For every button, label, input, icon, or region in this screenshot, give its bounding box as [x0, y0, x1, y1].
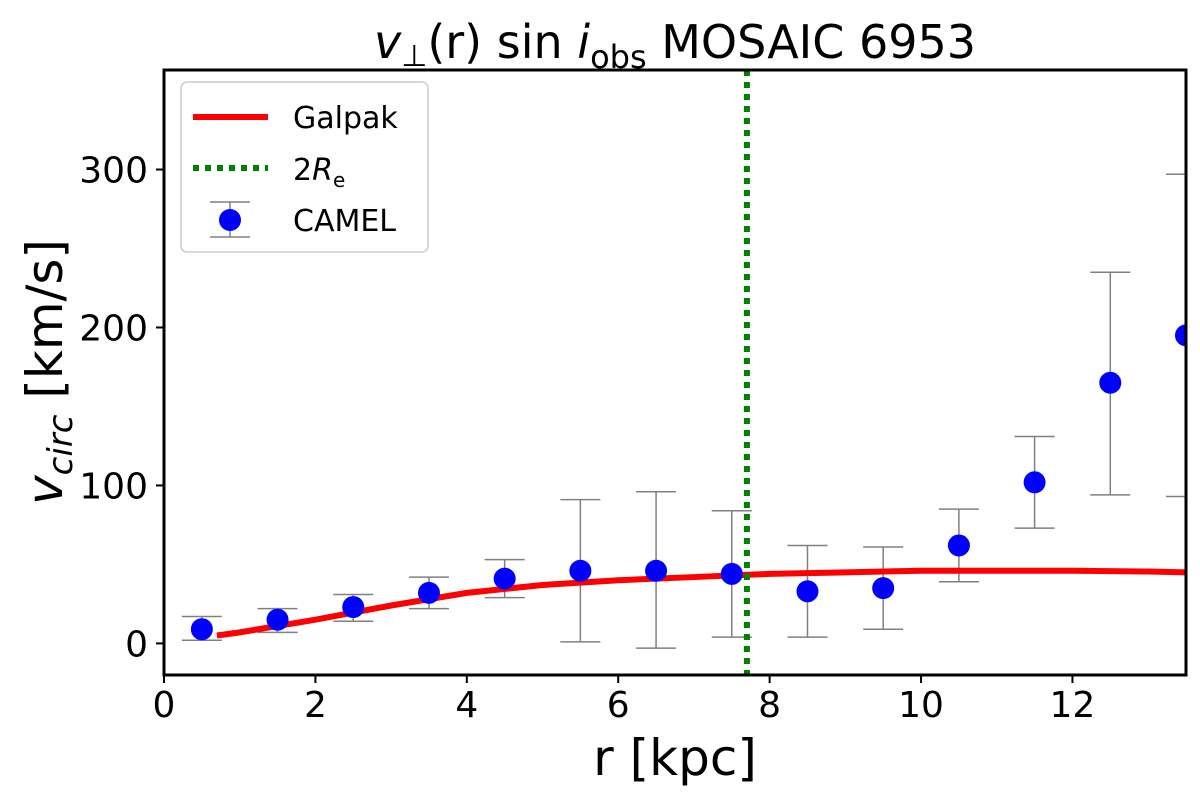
camel-point — [796, 580, 819, 603]
x-tick-label: 4 — [455, 685, 478, 726]
camel-point — [266, 608, 289, 631]
camel-point — [872, 577, 895, 600]
camel-point — [493, 567, 516, 590]
y-tick-label: 0 — [125, 624, 148, 665]
x-tick-label: 0 — [153, 685, 176, 726]
x-axis-label: r [kpc] — [593, 729, 757, 787]
x-tick-label: 6 — [607, 685, 630, 726]
camel-point — [342, 596, 365, 619]
chart-title: v⊥(r) sin iobs MOSAIC 6953 — [374, 15, 976, 76]
y-tick-label: 300 — [79, 151, 148, 192]
camel-point — [569, 559, 592, 582]
x-tick-label: 10 — [898, 685, 944, 726]
x-tick-label: 12 — [1050, 685, 1096, 726]
galpak-line — [216, 567, 1186, 639]
camel-point — [720, 562, 743, 585]
legend-galpak-label: Galpak — [293, 101, 398, 136]
y-tick-label: 200 — [79, 308, 148, 349]
camel-point — [645, 559, 668, 582]
camel-point — [190, 618, 213, 641]
y-tick-label: 100 — [79, 466, 148, 507]
legend-camel-swatch — [210, 201, 250, 238]
legend-camel-label: CAMEL — [293, 204, 396, 239]
y-axis-label: vcirc [km/s] — [16, 239, 81, 505]
legend-re-label: 2Re — [293, 153, 345, 192]
camel-point — [947, 534, 970, 557]
camel-point — [1175, 324, 1186, 347]
legend: Galpak 2Re CAMEL — [180, 81, 429, 253]
x-tick-label: 2 — [304, 685, 327, 726]
plot-area — [181, 70, 1186, 675]
error-bar — [1166, 173, 1186, 498]
x-tick-label: 8 — [758, 685, 781, 726]
camel-point — [417, 581, 440, 604]
plot-frame — [162, 68, 1188, 677]
camel-point — [1099, 371, 1122, 394]
camel-point — [1023, 471, 1046, 494]
